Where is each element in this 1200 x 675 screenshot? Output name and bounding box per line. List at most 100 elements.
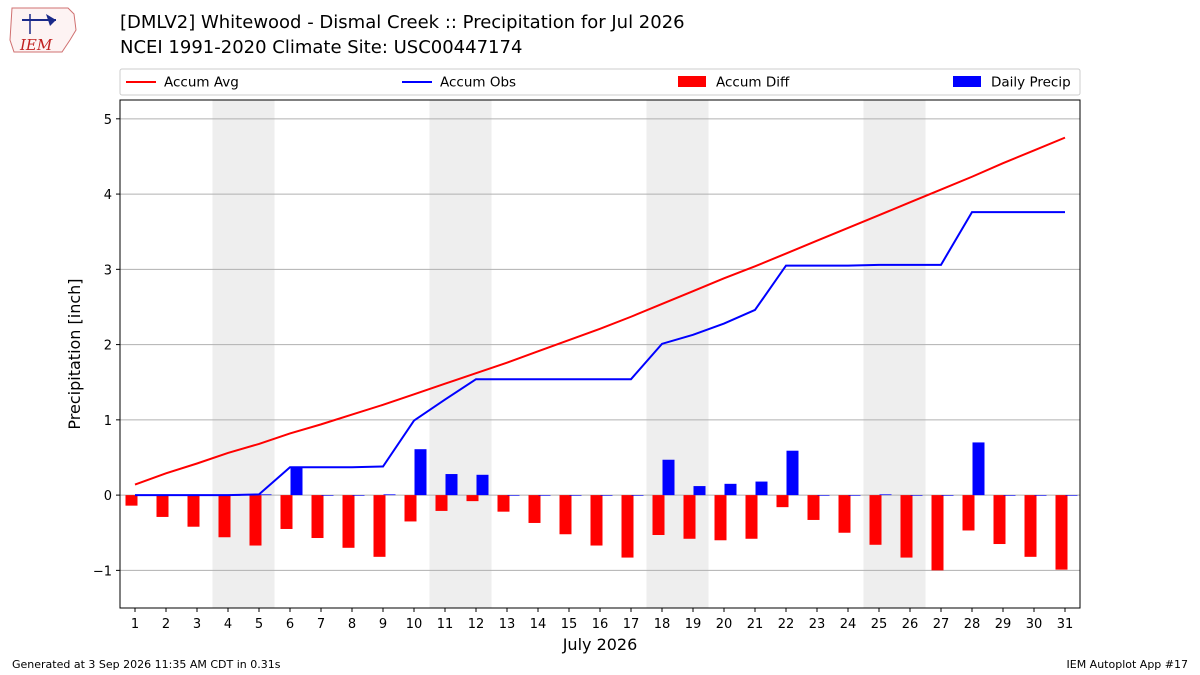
x-tick-label: 19	[685, 617, 702, 632]
legend-label: Daily Precip	[991, 75, 1071, 91]
daily-precip-bar	[538, 495, 551, 496]
accum-diff-bar	[1055, 495, 1068, 570]
x-tick-label: 27	[933, 617, 950, 632]
accum-diff-bar	[900, 495, 913, 558]
daily-precip-bar	[290, 468, 303, 496]
x-tick-label: 1	[131, 617, 139, 632]
x-tick-label: 30	[1026, 617, 1043, 632]
daily-precip-bar	[631, 495, 644, 496]
y-tick-label: 1	[104, 414, 112, 429]
accum-diff-bar	[869, 495, 882, 545]
x-tick-label: 7	[317, 617, 325, 632]
x-tick-label: 21	[747, 617, 764, 632]
x-axis: 1 2 3 4 5 6 7 8 9 10 11 12 13 14 15 16 17 18 19 20 21 22 23 24 2…	[131, 608, 1073, 632]
legend-frame	[119, 68, 1081, 96]
accum-diff-bar	[125, 495, 138, 506]
x-tick-label: 20	[716, 617, 733, 632]
y-axis: −1 0 1 2 3 4 5	[93, 113, 120, 579]
iem-logo: IEM	[9, 7, 77, 54]
footer-app: IEM Autoplot App #17	[1066, 658, 1189, 671]
x-tick-label: 14	[530, 617, 547, 632]
x-tick-label: 18	[654, 617, 671, 632]
accum-diff-bar	[218, 495, 231, 538]
accum-diff-bar	[559, 495, 572, 535]
accum-diff-bar	[342, 495, 355, 548]
daily-precip-bar	[817, 495, 830, 496]
daily-precip-bar	[941, 495, 954, 496]
accum-diff-bar	[621, 495, 634, 558]
accum-diff-bar	[1024, 495, 1037, 557]
daily-precip-bar	[352, 495, 365, 496]
daily-precip-bar	[972, 442, 985, 496]
x-tick-label: 28	[964, 617, 981, 632]
x-tick-label: 24	[840, 617, 857, 632]
chart-title-line2: NCEI 1991-2020 Climate Site: USC00447174	[120, 37, 523, 58]
x-tick-label: 15	[561, 617, 578, 632]
daily-precip-bar	[1065, 495, 1078, 496]
daily-precip-bar	[476, 474, 489, 496]
accum-diff-bar	[931, 495, 944, 571]
y-tick-label: 0	[104, 489, 112, 504]
y-tick-label: −1	[93, 564, 112, 579]
lines	[134, 136, 1066, 497]
x-tick-label: 10	[406, 617, 423, 632]
accum-diff-bar	[776, 495, 789, 508]
accum-diff-bar	[745, 495, 758, 539]
daily-precip-bar	[321, 495, 334, 496]
daily-precip-bar	[693, 486, 706, 496]
daily-precip-bar	[569, 495, 582, 496]
accum-diff-bar	[497, 495, 510, 512]
accum-diff-bar	[435, 495, 448, 511]
x-tick-label: 9	[379, 617, 387, 632]
daily-precip-bar	[414, 449, 427, 496]
y-axis-label: Precipitation [inch]	[65, 278, 84, 429]
accum-diff-bar	[156, 495, 169, 517]
accum-diff-bar	[187, 495, 200, 527]
x-tick-label: 13	[499, 617, 516, 632]
legend-swatch-bar	[678, 76, 706, 87]
x-tick-label: 6	[286, 617, 294, 632]
y-tick-label: 3	[104, 263, 112, 278]
accum-diff-bar	[962, 495, 975, 531]
accum-diff-bar	[683, 495, 696, 539]
x-tick-label: 31	[1057, 617, 1074, 632]
y-tick-label: 4	[104, 188, 112, 203]
legend: Accum Avg Accum Obs Accum Diff Daily Precip	[119, 68, 1081, 96]
legend-label: Accum Diff	[716, 75, 790, 91]
accum-diff-bar	[652, 495, 665, 535]
daily-precip-bar	[724, 483, 737, 496]
accum-diff-bar	[466, 495, 479, 502]
accum-diff-bar	[280, 495, 293, 529]
logo-text: IEM	[19, 36, 53, 54]
daily-precip-bar	[600, 495, 613, 496]
daily-precip-bar	[662, 459, 675, 496]
accum-diff-bar	[249, 495, 262, 546]
accum-obs-line	[135, 211, 1065, 497]
x-tick-label: 4	[224, 617, 232, 632]
daily-precip-bar	[445, 474, 458, 496]
daily-precip-bar	[848, 495, 861, 496]
daily-precip-bar	[786, 450, 799, 496]
x-tick-label: 2	[162, 617, 170, 632]
x-tick-label: 16	[592, 617, 609, 632]
x-tick-label: 11	[437, 617, 454, 632]
x-axis-label: July 2026	[562, 635, 638, 654]
accum-avg-line	[134, 136, 1066, 486]
y-tick-label: 2	[104, 339, 112, 354]
weekend-shading	[212, 100, 926, 608]
daily-precip-bar	[879, 494, 892, 496]
x-tick-label: 23	[809, 617, 826, 632]
weekend-shade	[429, 100, 492, 608]
daily-precip-bar	[1034, 495, 1047, 496]
x-tick-label: 8	[348, 617, 356, 632]
bars	[125, 442, 1078, 571]
accum-diff-bar	[528, 495, 541, 523]
footer-generated: Generated at 3 Sep 2026 11:35 AM CDT in …	[12, 658, 281, 671]
daily-precip-bar	[910, 495, 923, 496]
legend-label: Accum Obs	[440, 75, 516, 91]
accum-diff-bar	[838, 495, 851, 533]
accum-diff-bar	[993, 495, 1006, 545]
x-tick-label: 25	[871, 617, 888, 632]
daily-precip-bar	[755, 481, 768, 496]
